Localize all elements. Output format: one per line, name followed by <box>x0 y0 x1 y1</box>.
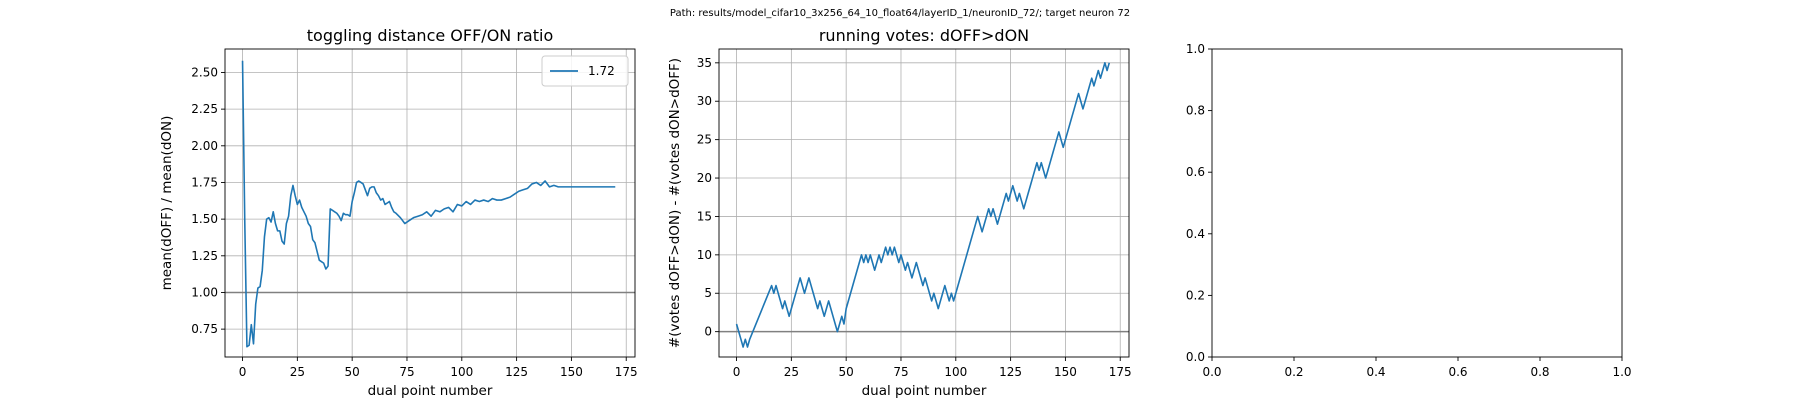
y-tick-label: 1.00 <box>191 285 218 299</box>
axes-frame <box>224 48 636 358</box>
x-tick-label: 175 <box>1109 365 1132 379</box>
x-axis-label: dual point number <box>368 383 493 399</box>
y-tick-label: 2.00 <box>191 139 218 153</box>
axes-frame <box>1211 48 1623 358</box>
x-tick-label: 125 <box>505 365 528 379</box>
figure-suptitle: Path: results/model_cifar10_3x256_64_10_… <box>670 8 1130 19</box>
x-tick-label: 0 <box>733 365 741 379</box>
y-tick-label: 1.75 <box>191 175 218 189</box>
y-tick-label: 1.50 <box>191 212 218 226</box>
y-tick-label: 0.0 <box>1186 350 1205 364</box>
legend-entry-label: 1.72 <box>588 64 615 78</box>
x-tick-label: 25 <box>290 365 305 379</box>
panel-running-votes: 0 25 50 75 100 125 150 175 0 5 10 15 20 25 30 35 running… <box>667 26 1132 399</box>
x-tick-label: 0.4 <box>1366 365 1385 379</box>
x-tick-label: 0.2 <box>1284 365 1303 379</box>
legend-box <box>541 55 629 87</box>
y-tick-label: 2.50 <box>191 65 218 79</box>
x-tick-label: 0 <box>239 365 247 379</box>
y-tick-label: 0.6 <box>1186 165 1205 179</box>
y-tick-label: 0.75 <box>191 322 218 336</box>
x-tick-label: 50 <box>839 365 854 379</box>
x-axis-label: dual point number <box>862 383 987 399</box>
panel-title: running votes: dOFF>dON <box>819 26 1029 45</box>
y-tick-label: 20 <box>697 171 712 185</box>
axes-frame <box>718 48 1130 358</box>
x-tick-label: 175 <box>615 365 638 379</box>
y-tick-label: 10 <box>697 248 712 262</box>
legend: 1.72 <box>541 55 629 87</box>
x-tick-label: 125 <box>999 365 1022 379</box>
y-tick-label: 2.25 <box>191 102 218 116</box>
series-line <box>241 60 616 348</box>
y-axis-label: mean(dOFF) / mean(dON) <box>159 116 175 291</box>
x-tick-label: 75 <box>399 365 414 379</box>
y-tick-label: 1.0 <box>1186 42 1205 56</box>
y-tick-label: 25 <box>697 133 712 147</box>
x-tick-label: 50 <box>345 365 360 379</box>
panel-toggling-distance-ratio: 0 25 50 75 100 125 150 175 0.75 1.00 1.25 1.50 1.75 2… <box>159 26 638 399</box>
x-tick-label: 150 <box>1054 365 1077 379</box>
x-tick-label: 25 <box>784 365 799 379</box>
panel-title: toggling distance OFF/ON ratio <box>307 26 553 45</box>
x-tick-label: 100 <box>944 365 967 379</box>
panel-empty-axes: 0.0 0.2 0.4 0.6 0.8 1.0 0.0 0.2 0.4 0.6 0.8 1.0 <box>1186 42 1632 379</box>
x-tick-label: 1.0 <box>1612 365 1631 379</box>
x-tick-label: 0.0 <box>1202 365 1221 379</box>
y-tick-label: 1.25 <box>191 249 218 263</box>
x-tick-label: 75 <box>893 365 908 379</box>
x-tick-label: 0.6 <box>1448 365 1467 379</box>
y-tick-label: 15 <box>697 209 712 223</box>
y-tick-label: 5 <box>704 286 712 300</box>
y-tick-label: 0.2 <box>1186 288 1205 302</box>
y-tick-label: 0.4 <box>1186 227 1205 241</box>
y-tick-label: 30 <box>697 94 712 108</box>
x-tick-label: 150 <box>560 365 583 379</box>
x-tick-label: 0.8 <box>1530 365 1549 379</box>
y-axis-label: #(votes dOFF>dON) - #(votes dON>dOFF) <box>667 58 683 348</box>
y-tick-label: 35 <box>697 56 712 70</box>
y-tick-label: 0.8 <box>1186 104 1205 118</box>
y-tick-label: 0 <box>704 325 712 339</box>
series-line <box>735 62 1111 348</box>
x-tick-label: 100 <box>450 365 473 379</box>
